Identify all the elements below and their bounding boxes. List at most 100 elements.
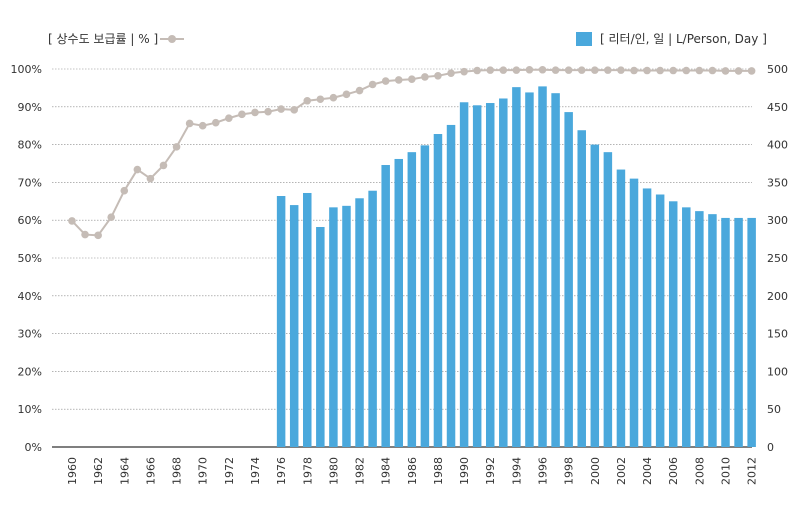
x-tick-label: 1974 bbox=[249, 457, 262, 485]
y-left-tick-label: 40% bbox=[18, 290, 42, 303]
x-tick-label: 1970 bbox=[197, 457, 210, 485]
line-point bbox=[486, 66, 495, 74]
bar bbox=[682, 207, 691, 447]
x-tick-label: 1994 bbox=[510, 457, 523, 485]
line-point bbox=[198, 121, 207, 130]
line-point bbox=[68, 217, 76, 225]
line-point bbox=[447, 69, 455, 77]
bar bbox=[342, 205, 351, 447]
y-right-tick-label: 500 bbox=[767, 63, 788, 76]
x-tick-label: 1972 bbox=[223, 457, 236, 485]
line-point bbox=[669, 66, 678, 75]
x-tick-label: 2008 bbox=[693, 457, 706, 485]
legend-left-label: [ 상수도 보급률 | % ] bbox=[48, 32, 158, 46]
bar bbox=[525, 92, 534, 447]
line-point bbox=[342, 90, 351, 99]
line-point bbox=[107, 213, 116, 221]
legend-left: [ 상수도 보급률 | % ] bbox=[48, 32, 184, 46]
line-point bbox=[564, 66, 573, 74]
y-right-tick-label: 250 bbox=[767, 252, 788, 265]
bar bbox=[485, 103, 495, 448]
line-point bbox=[264, 107, 272, 116]
x-tick-label: 1978 bbox=[301, 457, 314, 485]
y-left-tick-label: 30% bbox=[18, 328, 42, 341]
line-point bbox=[329, 93, 338, 102]
line-point bbox=[316, 95, 325, 104]
x-tick-label: 1968 bbox=[171, 457, 184, 485]
line-point bbox=[434, 72, 442, 80]
bar bbox=[564, 112, 573, 447]
bar bbox=[316, 227, 325, 447]
line-point bbox=[643, 66, 651, 75]
bar bbox=[695, 211, 704, 447]
line-point bbox=[499, 66, 508, 74]
line-point bbox=[734, 67, 743, 75]
line-point bbox=[577, 66, 586, 74]
bar bbox=[721, 217, 730, 447]
bar bbox=[538, 86, 547, 447]
bar bbox=[329, 207, 338, 447]
bar bbox=[303, 192, 312, 447]
line-point bbox=[146, 174, 155, 183]
bar bbox=[655, 194, 665, 447]
x-tick-label: 1990 bbox=[458, 457, 471, 485]
y-left-tick-label: 80% bbox=[18, 139, 42, 152]
bar bbox=[747, 217, 756, 447]
line-point bbox=[172, 143, 181, 151]
x-tick-label: 2002 bbox=[615, 457, 628, 485]
y-right-tick-label: 100 bbox=[767, 365, 788, 378]
line-point bbox=[538, 65, 547, 74]
x-tick-label: 1982 bbox=[354, 457, 367, 485]
legend-circle-marker bbox=[168, 35, 176, 43]
line-point bbox=[721, 67, 730, 75]
bar bbox=[551, 93, 560, 447]
line-point bbox=[238, 110, 246, 119]
y-right-tick-label: 400 bbox=[767, 139, 788, 152]
line-point bbox=[460, 67, 468, 76]
bar bbox=[368, 190, 377, 447]
bar bbox=[381, 165, 390, 447]
line-point bbox=[604, 66, 612, 74]
y-right-tick-label: 0 bbox=[767, 441, 774, 454]
line-point bbox=[630, 66, 638, 75]
line-point bbox=[512, 66, 521, 74]
bar bbox=[420, 145, 430, 447]
x-tick-label: 1984 bbox=[380, 457, 393, 485]
bar bbox=[407, 152, 417, 447]
y-left-tick-label: 20% bbox=[18, 365, 42, 378]
y-left-tick-label: 50% bbox=[18, 252, 42, 265]
line-point bbox=[473, 66, 481, 75]
y-right-tick-label: 200 bbox=[767, 290, 788, 303]
line-series bbox=[68, 65, 756, 240]
x-tick-label: 1986 bbox=[406, 457, 419, 485]
bar-series bbox=[276, 86, 756, 448]
y-right-tick-label: 350 bbox=[767, 176, 788, 189]
bar bbox=[603, 152, 613, 447]
line-point bbox=[708, 66, 717, 75]
x-tick-label: 2004 bbox=[641, 457, 654, 485]
y-left-tick-label: 70% bbox=[18, 176, 42, 189]
x-tick-label: 1980 bbox=[327, 457, 340, 485]
x-tick-label: 1962 bbox=[92, 457, 105, 485]
x-tick-label: 1960 bbox=[66, 457, 79, 485]
line-point bbox=[355, 86, 364, 95]
bar bbox=[590, 144, 600, 447]
line-point bbox=[303, 96, 312, 105]
line-point bbox=[551, 66, 560, 74]
bar bbox=[616, 169, 626, 447]
y-right-tick-label: 50 bbox=[767, 403, 781, 416]
line-point bbox=[525, 65, 534, 74]
bar bbox=[734, 217, 743, 447]
line-point bbox=[185, 119, 194, 128]
bar bbox=[629, 178, 639, 447]
bar bbox=[289, 205, 299, 447]
bar bbox=[355, 198, 364, 447]
y-right-tick-label: 450 bbox=[767, 101, 788, 114]
y-left-tick-label: 100% bbox=[11, 63, 42, 76]
x-tick-label: 1966 bbox=[144, 457, 157, 485]
legend-right-label: [ 리터/인, 일 | L/Person, Day ] bbox=[600, 32, 767, 46]
line-point bbox=[211, 118, 220, 127]
bar bbox=[472, 105, 482, 448]
bar bbox=[446, 124, 456, 447]
